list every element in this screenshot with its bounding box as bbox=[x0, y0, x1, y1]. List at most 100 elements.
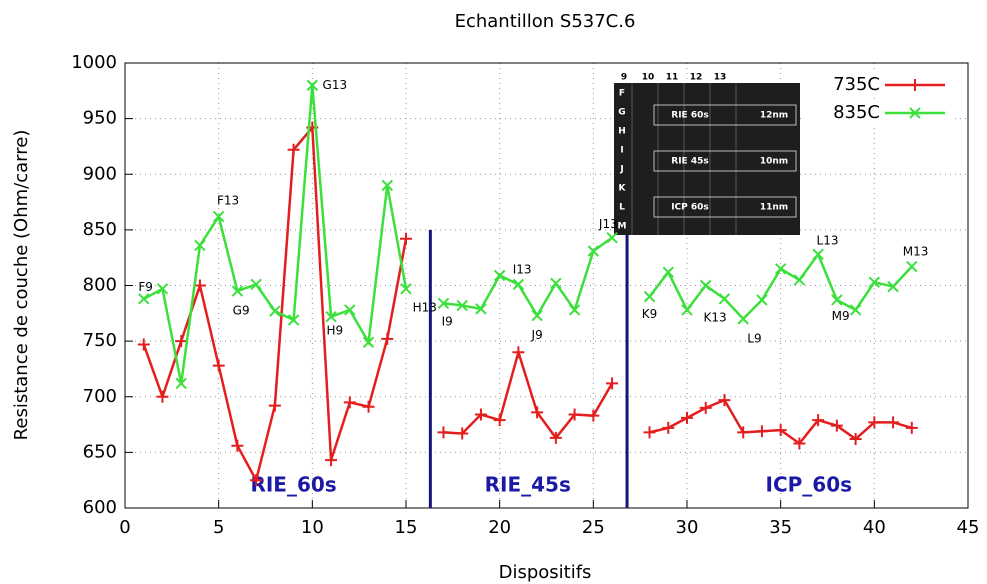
inset-column: 11 bbox=[666, 73, 679, 83]
y-tick-label: 800 bbox=[83, 275, 117, 296]
point-label: M9 bbox=[832, 309, 850, 323]
marker bbox=[175, 377, 187, 390]
point-label: I9 bbox=[442, 315, 453, 329]
marker bbox=[662, 421, 675, 434]
point-label: J13 bbox=[598, 217, 618, 231]
inset-row: I bbox=[620, 146, 623, 156]
marker bbox=[512, 278, 525, 291]
point-label: L13 bbox=[817, 234, 839, 248]
point-label: I13 bbox=[513, 262, 532, 276]
marker bbox=[287, 314, 300, 326]
marker bbox=[887, 416, 900, 429]
marker bbox=[474, 408, 487, 421]
marker bbox=[269, 305, 281, 317]
marker bbox=[325, 310, 337, 323]
y-tick-label: 950 bbox=[83, 108, 117, 129]
point-label: K13 bbox=[704, 310, 727, 324]
marker bbox=[400, 232, 412, 245]
inset-row: G bbox=[618, 108, 625, 118]
marker bbox=[774, 263, 787, 275]
marker bbox=[849, 304, 862, 316]
marker bbox=[362, 336, 375, 348]
marker bbox=[643, 290, 656, 303]
marker bbox=[587, 245, 600, 257]
x-tick-label: 40 bbox=[863, 517, 886, 538]
marker bbox=[868, 276, 881, 288]
x-tick-label: 45 bbox=[957, 517, 980, 538]
marker bbox=[437, 426, 450, 439]
marker bbox=[493, 414, 506, 427]
marker bbox=[662, 266, 674, 278]
marker bbox=[306, 79, 319, 91]
region-label: ICP_60s bbox=[766, 472, 853, 496]
x-axis-label: Dispositifs bbox=[499, 562, 592, 583]
marker bbox=[212, 210, 225, 223]
marker bbox=[531, 309, 543, 322]
inset-zone bbox=[653, 104, 797, 126]
point-label: G9 bbox=[233, 304, 250, 318]
marker bbox=[475, 303, 487, 315]
marker bbox=[718, 394, 731, 407]
x-tick-label: 35 bbox=[769, 517, 792, 538]
marker bbox=[231, 439, 244, 452]
marker bbox=[212, 359, 225, 372]
marker bbox=[793, 437, 806, 450]
point-label: H9 bbox=[326, 324, 343, 338]
point-label: F9 bbox=[138, 280, 153, 294]
marker bbox=[793, 274, 806, 286]
marker bbox=[606, 231, 618, 244]
point-label: G13 bbox=[323, 78, 348, 92]
marker bbox=[325, 454, 338, 467]
point-label: L9 bbox=[747, 331, 761, 345]
marker bbox=[250, 278, 262, 291]
marker bbox=[231, 285, 244, 297]
marker bbox=[737, 426, 750, 439]
marker bbox=[699, 401, 712, 414]
marker bbox=[194, 239, 206, 252]
legend-marker bbox=[909, 79, 921, 91]
y-tick-label: 1000 bbox=[71, 52, 117, 73]
legend-label: 835C bbox=[833, 102, 880, 123]
marker bbox=[831, 294, 843, 306]
marker bbox=[830, 419, 843, 432]
legend-label: 735C bbox=[833, 74, 880, 95]
marker bbox=[156, 283, 169, 295]
marker bbox=[887, 280, 899, 293]
inset-row: K bbox=[619, 184, 627, 194]
marker bbox=[493, 269, 506, 282]
marker bbox=[456, 427, 469, 440]
x-tick-label: 10 bbox=[301, 517, 324, 538]
marker bbox=[193, 279, 206, 292]
marker bbox=[774, 424, 787, 437]
point-label: K9 bbox=[642, 307, 658, 321]
marker bbox=[643, 426, 656, 439]
x-tick-label: 20 bbox=[488, 517, 511, 538]
inset-column: 9 bbox=[621, 73, 627, 83]
legend-marker bbox=[909, 107, 921, 119]
marker bbox=[905, 421, 918, 434]
x-tick-label: 0 bbox=[119, 517, 130, 538]
marker bbox=[568, 304, 581, 316]
inset-zone bbox=[653, 196, 797, 218]
marker bbox=[400, 283, 412, 295]
inset-row: H bbox=[618, 127, 626, 137]
x-tick-label: 25 bbox=[582, 517, 605, 538]
marker bbox=[700, 279, 712, 292]
marker bbox=[718, 293, 731, 305]
marker bbox=[250, 474, 263, 487]
marker bbox=[343, 396, 356, 409]
marker bbox=[437, 297, 450, 310]
inset-column: 10 bbox=[642, 73, 655, 83]
point-label: H13 bbox=[413, 300, 437, 314]
point-label: F13 bbox=[217, 193, 239, 207]
marker bbox=[287, 143, 300, 156]
marker bbox=[531, 406, 544, 419]
marker bbox=[381, 179, 393, 192]
x-tick-label: 30 bbox=[676, 517, 699, 538]
marker bbox=[568, 408, 581, 421]
inset-zone-thickness: 11nm bbox=[760, 203, 788, 213]
y-axis-label: Resistance de couche (Ohm/carre) bbox=[11, 130, 32, 441]
point-label: J9 bbox=[531, 328, 543, 342]
